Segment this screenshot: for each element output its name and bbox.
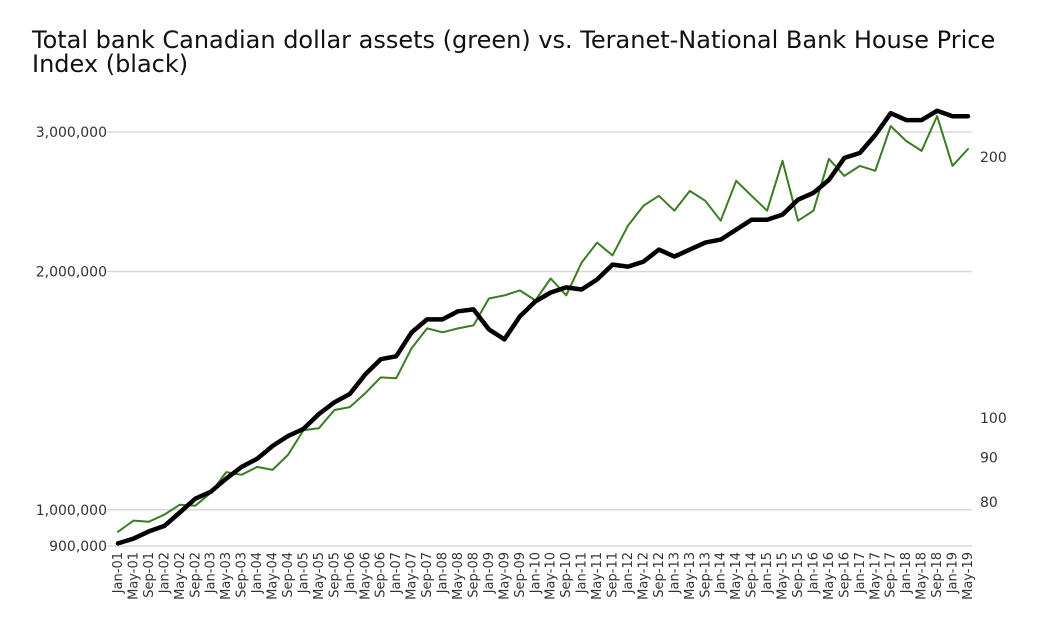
x-axis-tick-label: Jan-16 xyxy=(806,552,821,594)
left-axis-tick-label: 3,000,000 xyxy=(36,125,107,141)
x-axis-tick-label: May-10 xyxy=(544,552,559,600)
left-axis-tick-label: 2,000,000 xyxy=(36,265,107,281)
x-axis-tick-label: Sep-09 xyxy=(513,552,528,598)
x-axis-tick-label: May-18 xyxy=(915,552,930,600)
x-axis-tick-label: Sep-08 xyxy=(466,552,481,598)
right-axis-tick-label: 90 xyxy=(980,451,998,467)
left-axis-tick-label: 900,000 xyxy=(49,539,107,555)
x-axis-tick-label: May-06 xyxy=(358,552,373,600)
x-axis-tick-label: Sep-04 xyxy=(281,552,296,598)
x-axis-tick-label: Jan-08 xyxy=(436,552,451,594)
x-axis-tick-label: Jan-18 xyxy=(899,552,914,594)
x-axis-tick-label: Jan-06 xyxy=(343,552,358,594)
x-axis-tick-label: May-07 xyxy=(405,552,420,600)
right-axis-tick-label: 80 xyxy=(980,495,998,511)
series-line-house-price-index xyxy=(115,108,971,546)
x-axis-tick-label: Sep-05 xyxy=(327,552,342,598)
x-axis-tick-label: Jan-10 xyxy=(528,552,543,594)
x-axis-tick-label: Jan-02 xyxy=(157,552,172,594)
x-axis-tick-label: Jan-01 xyxy=(111,552,126,594)
x-axis-tick-label: May-09 xyxy=(497,552,512,600)
x-axis-tick-label: May-12 xyxy=(636,552,651,600)
x-axis-tick-label: May-15 xyxy=(776,552,791,600)
x-axis-tick-label: May-01 xyxy=(126,552,141,600)
x-axis-tick-label: Sep-11 xyxy=(606,552,621,598)
x-axis-tick-label: Jan-03 xyxy=(204,552,219,594)
x-axis-tick-label: Sep-03 xyxy=(235,552,250,598)
x-axis-tick-label: Jan-07 xyxy=(389,552,404,594)
left-axis-tick-label: 1,000,000 xyxy=(36,503,107,519)
x-axis-tick-label: Jan-12 xyxy=(621,552,636,594)
x-axis-tick-label: Jan-14 xyxy=(714,552,729,594)
x-axis-tick-label: May-13 xyxy=(683,552,698,600)
x-axis-tick-label: Sep-07 xyxy=(420,552,435,598)
x-axis-tick-label: Jan-11 xyxy=(575,552,590,594)
x-axis-tick-label: Jan-17 xyxy=(853,552,868,594)
x-axis-tick-label: Sep-01 xyxy=(142,552,157,598)
x-axis-tick-label: May-03 xyxy=(219,552,234,600)
x-axis-tick-label: Sep-06 xyxy=(374,552,389,598)
x-axis-tick-label: Sep-10 xyxy=(559,552,574,598)
x-axis-tick-label: Jan-09 xyxy=(482,552,497,594)
x-axis-tick-label: Jan-15 xyxy=(760,552,775,594)
x-axis-tick-label: May-16 xyxy=(822,552,837,600)
chart-title: Total bank Canadian dollar assets (green… xyxy=(32,26,996,78)
x-axis-tick-label: Sep-18 xyxy=(930,552,945,598)
x-axis-tick-label: Jan-13 xyxy=(667,552,682,594)
x-axis-tick-label: Sep-17 xyxy=(884,552,899,598)
right-axis-tick-label: 200 xyxy=(980,150,1007,166)
series-line-bank-assets xyxy=(117,115,969,533)
x-axis-tick-label: May-05 xyxy=(312,552,327,600)
x-axis-tick-label: Sep-12 xyxy=(652,552,667,598)
x-axis-tick-label: May-02 xyxy=(173,552,188,600)
x-axis-tick-label: May-19 xyxy=(961,552,976,600)
x-axis-tick-label: May-11 xyxy=(590,552,605,600)
x-axis-tick-label: Sep-16 xyxy=(837,552,852,598)
x-axis-tick-label: Sep-14 xyxy=(745,552,760,598)
x-axis-tick-label: Sep-02 xyxy=(188,552,203,598)
x-axis-tick-label: May-04 xyxy=(266,552,281,600)
x-axis-tick-label: Sep-13 xyxy=(698,552,713,598)
x-axis-tick-label: May-17 xyxy=(868,552,883,600)
x-axis-tick-label: Sep-15 xyxy=(791,552,806,598)
x-axis-tick-label: Jan-04 xyxy=(250,552,265,594)
x-axis-tick-label: May-14 xyxy=(729,552,744,600)
x-axis-tick-label: May-08 xyxy=(451,552,466,600)
right-axis-tick-label: 100 xyxy=(980,411,1007,427)
x-axis-tick-label: Jan-19 xyxy=(946,552,961,594)
x-axis-tick-label: Jan-05 xyxy=(296,552,311,594)
